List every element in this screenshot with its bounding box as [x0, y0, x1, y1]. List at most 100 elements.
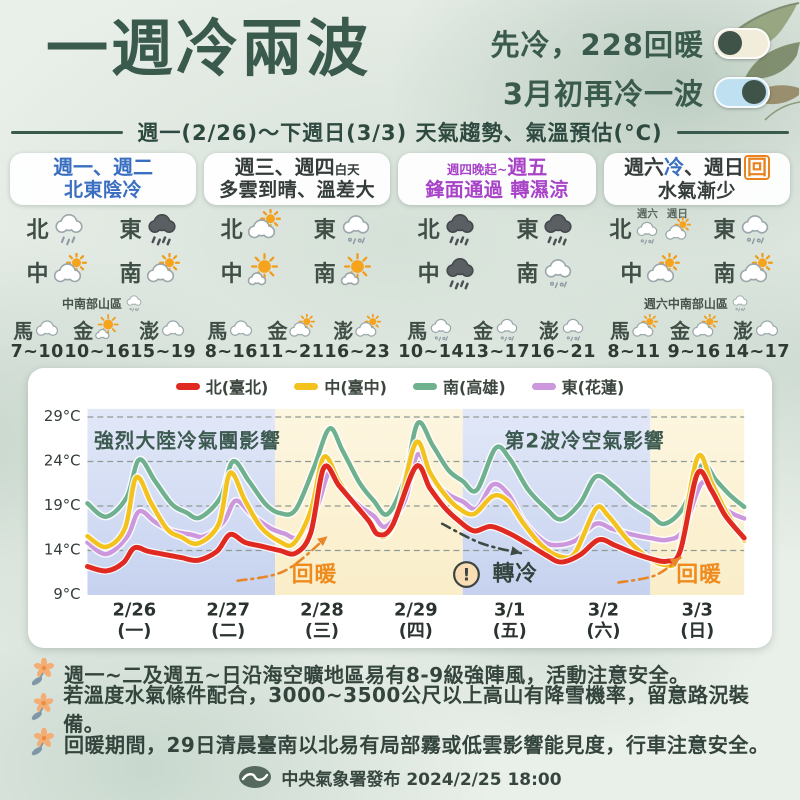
cloudy-icon [36, 320, 59, 336]
island-label: 馬 [13, 318, 34, 343]
flower-icon [31, 658, 55, 686]
tagline-second-wave: 3月初再冷一波 [502, 77, 704, 111]
column-header-line1: 週四晚起~週五 [402, 156, 592, 179]
header-text-segment: 週四晚起~ [446, 162, 508, 178]
tagline-first-cold-row: 先冷，228回暖 [490, 22, 770, 64]
header-text-segment: 週一、週二 [53, 155, 154, 180]
advisory-notes: 週一~二及週五~日沿海空曠地區易有8-9級強陣風，活動注意安全。 若溫度水氣條件… [0, 656, 800, 761]
forecast-column-2: 週三、週四白天 多雲到晴、溫差大北東中南 馬 8~16 金 11~21 澎 16… [204, 153, 391, 362]
region-label: 南 [713, 262, 736, 287]
island-forecast: 馬 10~14 [398, 314, 464, 363]
region-forecast: 北 [27, 209, 87, 248]
mountain-label: 週六中南部山區 [643, 296, 728, 311]
x-axis-weekday: (四) [399, 621, 433, 642]
region-label: 東 [313, 218, 336, 243]
warning-icon: ! [453, 561, 480, 589]
island-label: 馬 [207, 318, 228, 343]
region-label: 北 [220, 218, 243, 243]
region-label: 南 [516, 262, 539, 287]
cloud-drizzle-icon [496, 318, 518, 342]
x-axis-weekday: (二) [211, 621, 245, 642]
region-forecast: 北週六 週日 [609, 207, 692, 248]
column-header-line1: 週一、週二 [14, 156, 192, 179]
region-forecast: 南 [713, 252, 774, 292]
cloud-rain-icon [54, 213, 83, 245]
island-temp-range: 15~19 [130, 342, 197, 363]
sunny-with-cloud-icon [340, 252, 371, 285]
header-text-segment: 回 [743, 155, 770, 181]
island-forecast: 澎 15~19 [130, 314, 197, 363]
sun-behind-cloud-icon [289, 314, 316, 337]
chart-annotation: 回暖 [292, 563, 337, 588]
sub-day-label: 週日 [666, 207, 688, 220]
mountain-note: 週六中南部山區 [604, 293, 790, 313]
region-forecast: 東 [516, 209, 576, 248]
island-forecast: 馬 7~10 [10, 314, 64, 363]
islands-row: 馬 8~16 金 11~21 澎 16~23 [204, 314, 390, 362]
sun-behind-cloud-icon [740, 252, 774, 282]
island-label: 金 [473, 318, 494, 343]
cloud-drizzle-icon [562, 318, 584, 342]
toggle-knob [718, 31, 742, 55]
region-forecast: 東 [314, 209, 374, 248]
cloud-drizzle-icon [742, 214, 769, 244]
island-temp-range: 8~16 [204, 342, 258, 363]
cloud-drizzle-icon [637, 221, 658, 245]
island-forecast: 澎 16~21 [530, 314, 596, 363]
header-text-segment: 冷 [663, 155, 684, 180]
region-row: 北東 [398, 207, 596, 249]
island-label: 金 [670, 318, 691, 343]
flower-icon [31, 693, 54, 721]
island-label: 澎 [333, 318, 354, 343]
region-row: 中南 [10, 251, 196, 293]
island-temp-range: 13~17 [464, 342, 530, 363]
x-axis-weekday: (日) [680, 621, 714, 642]
region-label: 中 [220, 262, 243, 287]
note-item: 若溫度水氣條件配合，3000~3500公尺以上高山有降雪機率，留意路況裝備。 [30, 683, 770, 736]
footer-text: 中央氣象署發布 2024/2/25 18:00 [281, 769, 562, 790]
header-text-segment: 多雲到晴、溫差大 [219, 179, 376, 202]
note-text: 回暖期間，29日清晨臺南以北易有局部霧或低雲影響能見度，行車注意安全。 [64, 732, 770, 757]
legend-swatch [531, 382, 556, 390]
island-forecast: 澎 16~23 [324, 314, 390, 362]
island-temp-range: 11~21 [258, 342, 325, 363]
island-temp-range: 8~11 [607, 342, 661, 363]
legend-label: 北(臺北) [205, 378, 269, 398]
islands-row: 馬 8~11 金 9~16 澎 14~17 [604, 314, 790, 362]
island-temp-range: 9~16 [667, 342, 721, 363]
sun-behind-cloud-icon [692, 314, 719, 337]
header-text-segment: 水氣漸少 [657, 180, 736, 203]
note-text: 若溫度水氣條件配合，3000~3500公尺以上高山有降雪機率，留意路況裝備。 [63, 683, 750, 737]
island-temp-range: 16~21 [530, 342, 596, 363]
flower-icon [31, 728, 55, 756]
footer-credit: 中央氣象署發布 2024/2/25 18:00 [0, 765, 800, 790]
cloud-drizzle-icon [732, 295, 748, 312]
toggle-first-wave [714, 27, 770, 59]
column-header: 週四晚起~週五 鋒面通過 轉濕涼 [398, 153, 596, 205]
cloud-drizzle-icon [126, 295, 142, 312]
island-temp-range: 7~10 [10, 342, 64, 363]
chart-annotation: 強烈大陸冷氣團影響 [94, 430, 281, 453]
region-label: 北 [609, 217, 632, 243]
x-axis-weekday: (三) [305, 621, 339, 642]
region-forecast: 南 [119, 252, 180, 292]
forecast-column-4: 週六冷、週日回 水氣漸少北週六 週日東中南週六中南部山區 馬 8~11 金 9~1… [603, 153, 790, 362]
region-row: 北東 [204, 207, 390, 249]
legend-label: 東(花蓮) [561, 378, 625, 398]
series-line-北(臺北) [84, 463, 747, 574]
sun-behind-cloud-icon [247, 208, 281, 238]
header-text-segment: 、週日 [683, 155, 744, 180]
y-axis-label: 19°C [44, 497, 81, 514]
dark-cloud-heavy-rain-icon [148, 213, 176, 245]
legend-label: 南(高雄) [443, 378, 506, 398]
region-row: 中南 [398, 251, 596, 293]
period-heading: 週一(2/26)～下週日(3/3) 天氣趨勢、氣溫預估(°C) [0, 117, 800, 147]
tagline-first-cold: 先冷，228回暖 [490, 28, 704, 62]
chart-annotation: 第2波冷空氣影響 [505, 430, 665, 453]
forecast-column-3: 週四晚起~週五 鋒面通過 轉濕涼北東中南 馬 10~14 金 13~17 澎 1… [398, 153, 596, 362]
sun-behind-cloud-icon [146, 252, 180, 282]
region-label: 南 [119, 262, 142, 287]
y-axis-label: 29°C [44, 408, 81, 425]
sub-day-forecast: 週日 [663, 207, 692, 248]
chart-card: 北(臺北) 中(臺中) 南(高雄) 東(花蓮) 9°C 14°C 19°C 24°C 29°C… [28, 368, 772, 648]
